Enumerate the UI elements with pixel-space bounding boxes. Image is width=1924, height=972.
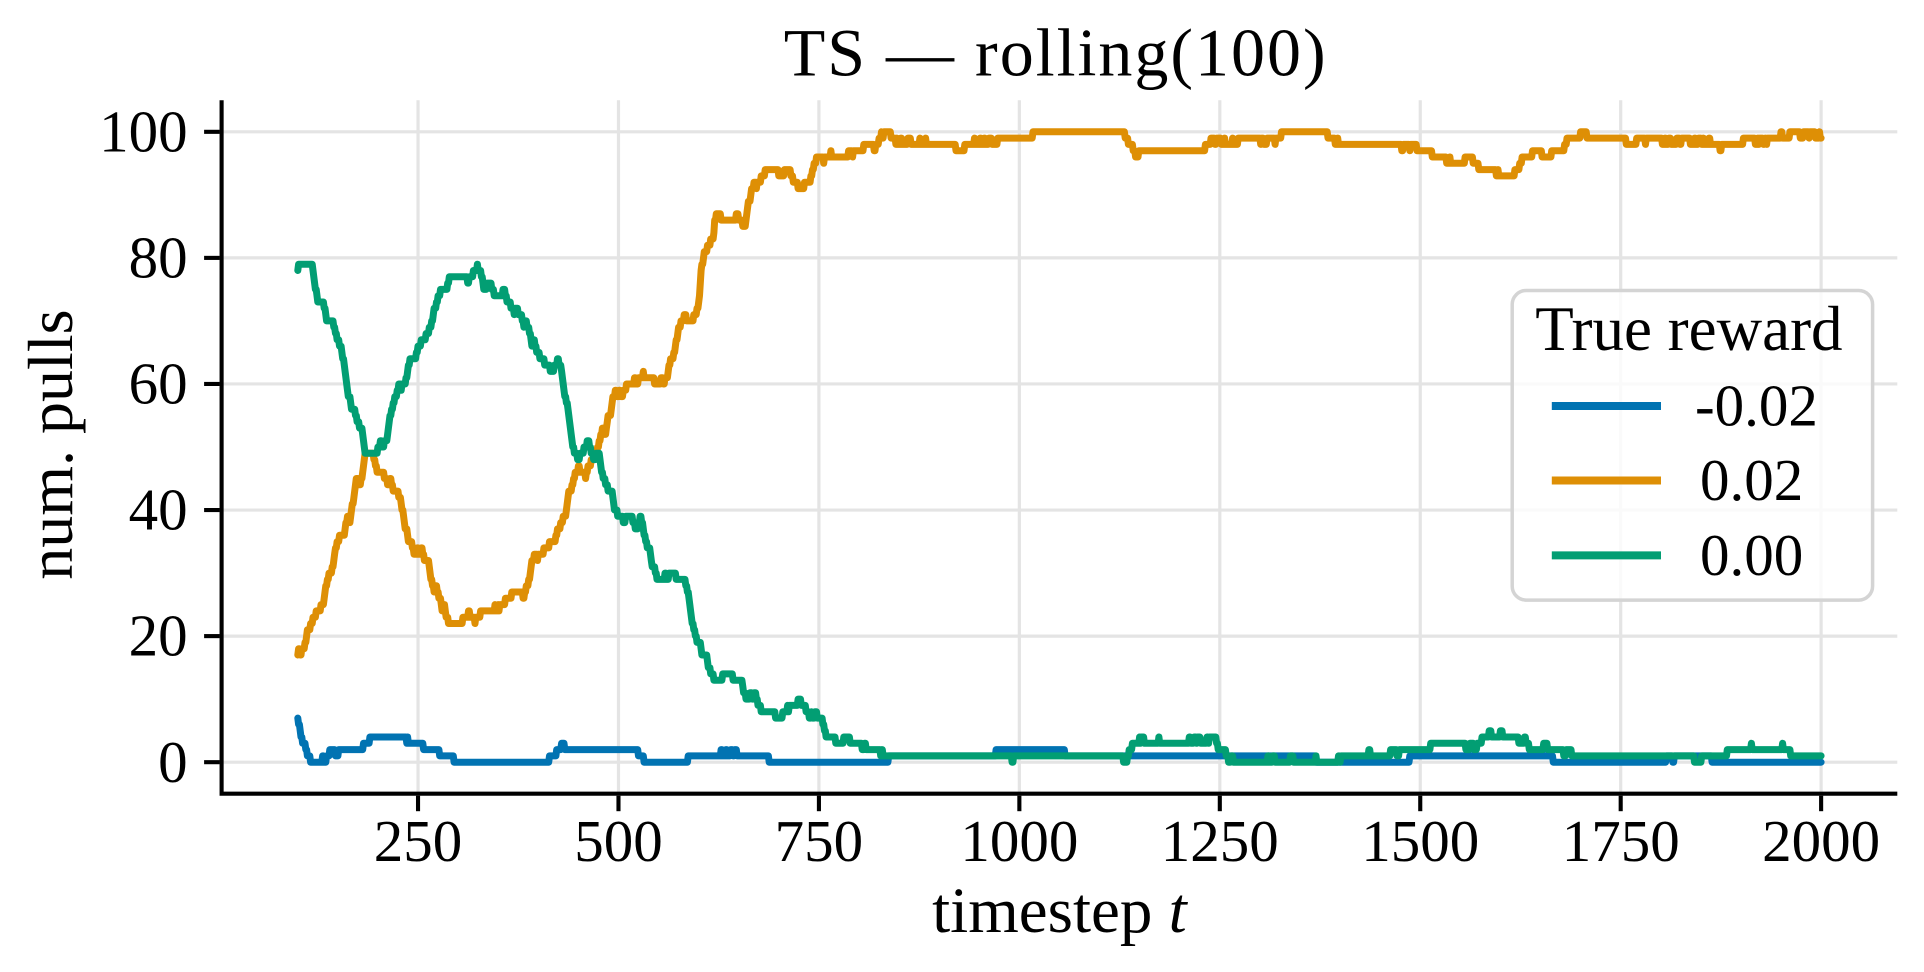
svg-text:TS — rolling(100): TS — rolling(100) — [784, 15, 1328, 91]
svg-text:2000: 2000 — [1762, 808, 1880, 874]
svg-text:-0.02: -0.02 — [1695, 373, 1818, 439]
svg-text:250: 250 — [374, 808, 463, 874]
svg-text:1000: 1000 — [960, 808, 1078, 874]
svg-text:750: 750 — [775, 808, 864, 874]
svg-text:0.02: 0.02 — [1700, 447, 1803, 513]
svg-text:True reward: True reward — [1535, 294, 1842, 364]
svg-text:100: 100 — [99, 98, 188, 164]
svg-text:60: 60 — [129, 351, 188, 417]
svg-text:1250: 1250 — [1161, 808, 1279, 874]
svg-text:timestep t: timestep t — [932, 875, 1188, 947]
svg-text:num. pulls: num. pulls — [15, 309, 86, 579]
svg-text:0.00: 0.00 — [1700, 522, 1803, 588]
svg-text:80: 80 — [129, 225, 188, 291]
svg-text:1750: 1750 — [1562, 808, 1680, 874]
svg-text:500: 500 — [574, 808, 663, 874]
svg-text:40: 40 — [129, 477, 188, 543]
svg-text:1500: 1500 — [1361, 808, 1479, 874]
svg-text:0: 0 — [158, 729, 188, 795]
svg-text:20: 20 — [129, 603, 188, 669]
